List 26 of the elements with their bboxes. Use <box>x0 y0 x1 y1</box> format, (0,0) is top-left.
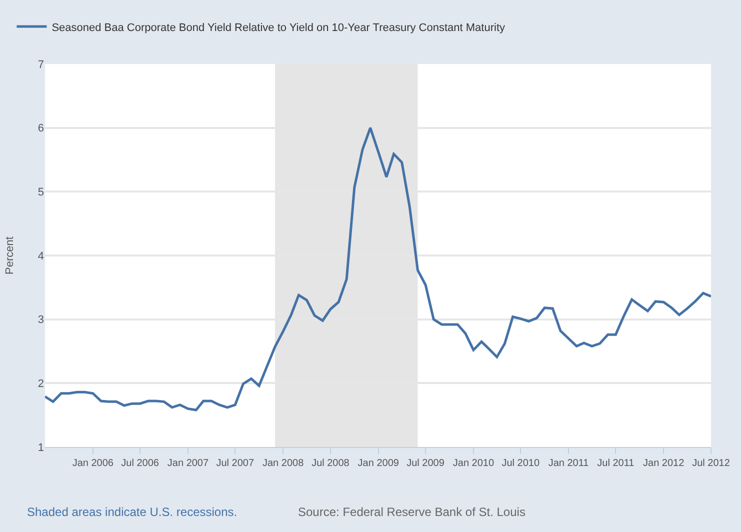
x-tick-label: Jul 2008 <box>312 458 350 469</box>
y-tick-label: 6 <box>38 122 44 135</box>
x-tick-label: Jul 2012 <box>692 458 730 469</box>
line-series <box>45 126 711 412</box>
x-tick-label: Jul 2011 <box>597 458 635 469</box>
y-axis-title: Percent <box>4 236 16 274</box>
source-note: Source: Federal Reserve Bank of St. Louis <box>298 505 526 519</box>
x-tick-label: Jan 2008 <box>262 458 304 469</box>
text: Shaded areas indicate U.S. recessions. <box>27 505 238 519</box>
x-tick-label: Jan 2012 <box>643 458 685 469</box>
y-tick-label: 2 <box>38 378 44 390</box>
legend-label: Seasoned Baa Corporate Bond Yield Relative to Yield on 10-Year Treasury Constant Maturity <box>52 22 506 34</box>
y-tick-label: 5 <box>38 186 44 199</box>
x-tick-label: Jul 2010 <box>502 458 540 469</box>
x-tick-label: Jul 2007 <box>216 458 254 469</box>
x-tick-label: Jul 2006 <box>121 458 160 469</box>
x-tick-label: Jan 2007 <box>167 458 209 469</box>
y-tick-label: 4 <box>38 250 44 262</box>
y-tick-label: 1 <box>38 442 44 454</box>
x-tick-label: Jan 2010 <box>452 458 494 469</box>
y-tick-label: 7 <box>38 58 44 71</box>
y-tick-label: 3 <box>38 314 44 326</box>
x-tick-label: Jan 2009 <box>358 458 400 469</box>
x-tick-label: Jul 2009 <box>406 458 445 469</box>
x-tick-label: Jan 2011 <box>548 458 590 469</box>
x-tick-label: Jan 2006 <box>72 458 114 469</box>
